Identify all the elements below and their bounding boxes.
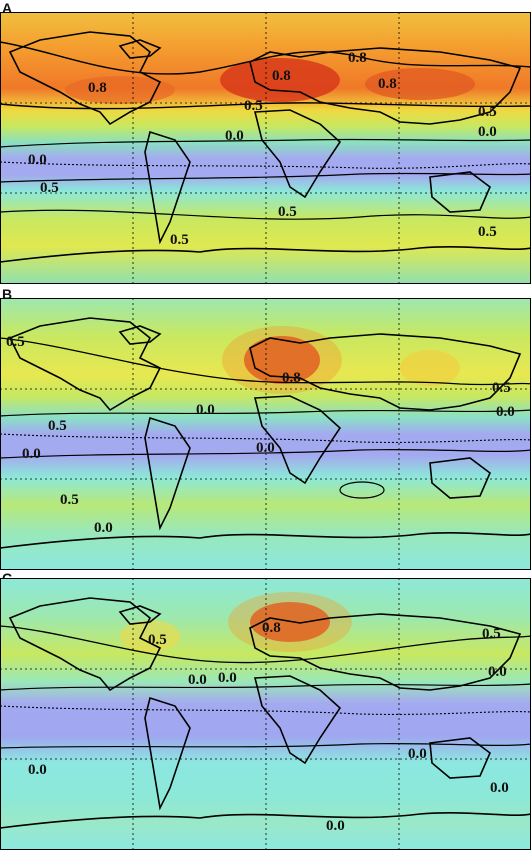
panel-a-hotspot-na: [65, 76, 175, 104]
panel-a-label: 0.5: [278, 204, 297, 220]
panel-c-label: 0.8: [262, 620, 281, 636]
panel-c-contour-00-north: [0, 683, 531, 691]
panel-b-map: 0.5 0.8 0.5 0.0 0.5 0.0 0.0 0.0 0.5 0.0: [0, 298, 531, 570]
panel-a-hotspot-asia: [365, 68, 475, 100]
panel-a-contour-00-south: [0, 172, 531, 183]
panel-a-label: 0.8: [88, 80, 107, 96]
panel-b-label: 0.5: [48, 418, 67, 434]
panel-a-label: 0.5: [170, 232, 189, 248]
panel-a-label: 0.5: [478, 104, 497, 120]
panel-c-contour-neg: [0, 705, 531, 715]
panel-c-coastlines: [0, 597, 531, 829]
panel-a-label: 0.0: [478, 124, 497, 140]
panel-b-label: 0.8: [282, 370, 301, 386]
panel-a-contour-05-south: [0, 209, 531, 220]
panel-b-label: 0.0: [256, 440, 275, 456]
panel-a-label: 0.8: [348, 50, 367, 66]
panel-a-svg: 0.8 0.8 0.8 0.8 0.5 0.5 0.0 0.0 0.0 0.5 …: [0, 12, 531, 284]
panel-b-svg: 0.5 0.8 0.5 0.0 0.5 0.0 0.0 0.0 0.5 0.0: [0, 298, 531, 570]
panel-c-svg: 0.5 0.8 0.5 0.0 0.0 0.0 0.0 0.0 0.0 0.0: [0, 578, 531, 850]
panel-b-gridlines: [0, 298, 531, 570]
panel-a-gridlines: [0, 12, 531, 284]
panel-b-contour-closed: [339, 481, 385, 499]
panel-a-contour-08: [0, 41, 531, 75]
panel-a-letter: A: [2, 0, 13, 16]
panel-b-contour-neg: [0, 433, 531, 443]
panel-c-label: 0.0: [408, 746, 427, 762]
panel-c-label: 0.0: [188, 672, 207, 688]
panel-b-contour-00-north: [0, 409, 531, 417]
panel-b-label: 0.5: [492, 380, 511, 396]
panel-c-label: 0.0: [218, 670, 237, 686]
panel-a-coastlines: [0, 31, 531, 263]
panel-a-map: 0.8 0.8 0.8 0.8 0.5 0.5 0.0 0.0 0.0 0.5 …: [0, 12, 531, 284]
panel-a-contour-00-north: [0, 138, 531, 148]
panel-b-label: 0.5: [6, 334, 25, 350]
panel-b-label: 0.0: [196, 402, 215, 418]
panel-b-hotspot-asia: [400, 350, 460, 386]
panel-a-label: 0.8: [378, 76, 397, 92]
panel-b-label: 0.0: [94, 520, 113, 536]
panel-b-contour-05: [0, 337, 531, 386]
panel-c-hotspot-na: [120, 620, 180, 652]
panel-c-map: 0.5 0.8 0.5 0.0 0.0 0.0 0.0 0.0 0.0 0.0: [0, 578, 531, 850]
panel-b-contour-00-south: [0, 448, 531, 459]
panel-b-coastlines: [0, 317, 531, 549]
panel-a-label: 0.5: [40, 180, 59, 196]
panel-a-hotspot-europe: [220, 58, 340, 102]
panel-a-contour-neg: [0, 161, 531, 169]
panel-c-label: 0.0: [28, 762, 47, 778]
panel-b-label: 0.0: [22, 446, 41, 462]
panel-c-label: 0.5: [482, 626, 501, 642]
panel-c-label: 0.0: [326, 818, 345, 834]
panel-a-field: [0, 12, 531, 284]
panel-b-label: 0.5: [60, 492, 79, 508]
panel-c-label: 0.0: [488, 664, 507, 680]
panel-b-letter: B: [2, 286, 13, 302]
panel-a-label: 0.5: [244, 98, 263, 114]
panel-b-halo-europe: [222, 326, 342, 394]
panel-c-contour-05: [0, 625, 531, 664]
panel-c-contour-00-south: [0, 742, 531, 749]
panel-c-label: 0.0: [490, 780, 509, 796]
panel-a-label: 0.8: [272, 68, 291, 84]
panel-c-label: 0.5: [148, 632, 167, 648]
panel-b-label: 0.0: [496, 404, 515, 420]
panel-a-label: 0.0: [28, 152, 47, 168]
panel-c-gridlines: [0, 578, 531, 850]
panel-a-label: 0.5: [478, 224, 497, 240]
panel-a-label: 0.0: [225, 128, 244, 144]
panel-a-contour-05: [0, 102, 531, 110]
